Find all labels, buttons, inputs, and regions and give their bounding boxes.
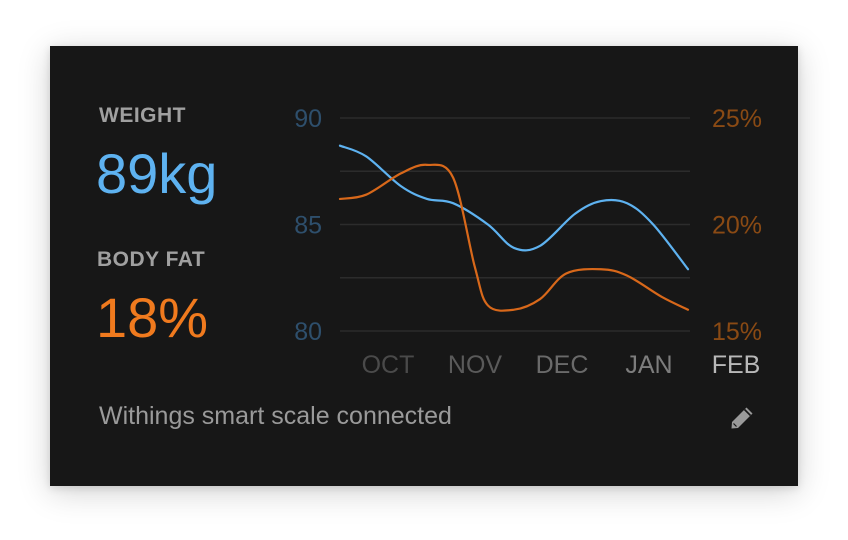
x-tick-label: FEB: [712, 351, 761, 379]
y-left-tick-label: 90: [294, 105, 322, 133]
body-fat-series-line: [338, 163, 690, 312]
weight-value: 89kg: [96, 142, 218, 205]
y-left-tick-label: 80: [294, 318, 322, 346]
weight-label: WEIGHT: [99, 104, 186, 127]
x-tick-label: DEC: [536, 351, 589, 379]
scale-status-text: Withings smart scale connected: [99, 402, 452, 430]
weight-series-line: [338, 144, 690, 271]
body-fat-value: 18%: [96, 286, 209, 349]
y-left-tick-label: 85: [294, 212, 322, 240]
y-right-tick-label: 15%: [712, 318, 762, 346]
x-tick-label: OCT: [362, 351, 415, 379]
weight-bodyfat-chart: 90 85 80 25% 20% 15% OCT NOV DEC JAN FEB: [294, 105, 762, 379]
x-tick-label: JAN: [625, 351, 672, 379]
pencil-icon: [731, 407, 753, 429]
body-fat-label: BODY FAT: [97, 248, 206, 271]
health-card: WEIGHT 89kg BODY FAT 18% 90 85 80 25% 20% 15%…: [50, 46, 798, 486]
y-right-tick-label: 20%: [712, 212, 762, 240]
edit-button[interactable]: [728, 404, 756, 432]
x-tick-label: NOV: [448, 351, 503, 379]
y-right-tick-label: 25%: [712, 105, 762, 133]
